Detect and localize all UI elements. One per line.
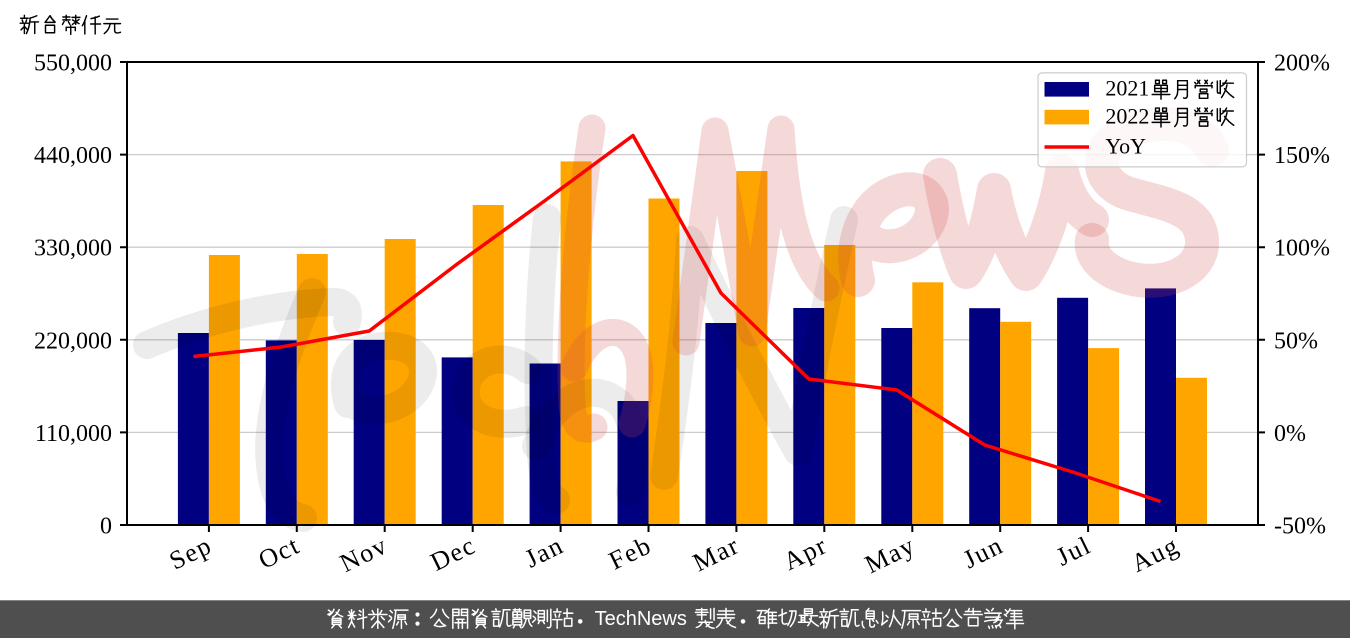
svg-text:200%: 200% — [1274, 51, 1330, 77]
svg-text:220,000: 220,000 — [34, 328, 112, 354]
svg-text:-50%: -50% — [1274, 514, 1326, 540]
svg-text:50%: 50% — [1274, 328, 1318, 354]
svg-text:TechNews: TechNews — [595, 608, 687, 630]
svg-text:2022: 2022 — [1105, 103, 1149, 128]
svg-text:550,000: 550,000 — [34, 51, 112, 77]
svg-text:440,000: 440,000 — [34, 143, 112, 169]
svg-text:YoY: YoY — [1105, 134, 1146, 159]
svg-text:0: 0 — [100, 514, 112, 540]
svg-text:110,000: 110,000 — [35, 421, 112, 447]
svg-text:150%: 150% — [1274, 143, 1330, 169]
svg-text:100%: 100% — [1274, 236, 1330, 262]
svg-text:0%: 0% — [1274, 421, 1306, 447]
svg-text:330,000: 330,000 — [34, 236, 112, 262]
svg-text:2021: 2021 — [1105, 76, 1149, 101]
